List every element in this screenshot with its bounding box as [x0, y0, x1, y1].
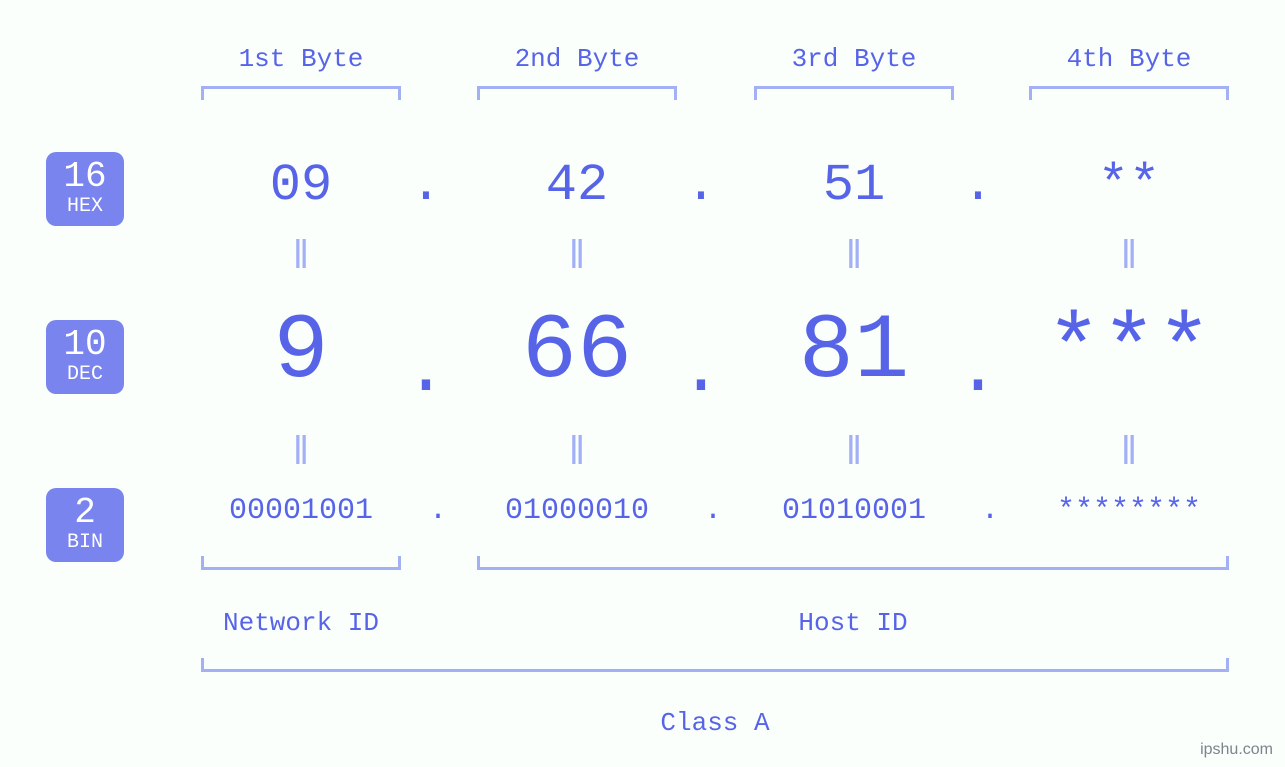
label-network-id: Network ID: [201, 608, 401, 638]
dec-byte-3: 81: [734, 306, 974, 398]
bracket-byte-1: [201, 86, 401, 100]
byte-header-4: 4th Byte: [1029, 44, 1229, 74]
bin-byte-1: 00001001: [171, 494, 431, 528]
dec-byte-2: 66: [457, 306, 697, 398]
equals-2-4: ǁ: [1114, 432, 1144, 477]
equals-2-3: ǁ: [839, 432, 869, 477]
equals-1-1: ǁ: [286, 236, 316, 281]
byte-header-2: 2nd Byte: [477, 44, 677, 74]
bin-byte-2: 01000010: [447, 494, 707, 528]
bracket-byte-4: [1029, 86, 1229, 100]
bracket-host-id: [477, 556, 1229, 570]
dec-byte-1: 9: [181, 306, 421, 398]
hex-byte-4: **: [1029, 156, 1229, 215]
hex-dot-2: .: [686, 156, 716, 215]
base-badge-bin: 2 BIN: [46, 488, 124, 562]
bin-byte-4: ********: [999, 494, 1259, 528]
dec-dot-2: .: [678, 330, 724, 412]
hex-dot-3: .: [963, 156, 993, 215]
base-label-hex: HEX: [67, 195, 103, 219]
bracket-byte-2: [477, 86, 677, 100]
byte-header-3: 3rd Byte: [754, 44, 954, 74]
bracket-network-id: [201, 556, 401, 570]
base-num-hex: 16: [63, 159, 106, 195]
dec-dot-3: .: [955, 330, 1001, 412]
hex-byte-1: 09: [201, 156, 401, 215]
bin-byte-3: 01010001: [724, 494, 984, 528]
equals-1-3: ǁ: [839, 236, 869, 281]
base-label-bin: BIN: [67, 531, 103, 555]
label-host-id: Host ID: [477, 608, 1229, 638]
dec-byte-4: ***: [1009, 306, 1249, 398]
bracket-byte-3: [754, 86, 954, 100]
base-badge-dec: 10 DEC: [46, 320, 124, 394]
base-badge-hex: 16 HEX: [46, 152, 124, 226]
dec-dot-1: .: [403, 330, 449, 412]
bin-dot-2: .: [701, 494, 725, 528]
equals-2-1: ǁ: [286, 432, 316, 477]
base-label-dec: DEC: [67, 363, 103, 387]
watermark: ipshu.com: [1200, 741, 1273, 759]
label-class: Class A: [201, 708, 1229, 738]
hex-dot-1: .: [411, 156, 441, 215]
base-num-bin: 2: [74, 495, 96, 531]
bracket-class: [201, 658, 1229, 672]
equals-1-2: ǁ: [562, 236, 592, 281]
equals-1-4: ǁ: [1114, 236, 1144, 281]
byte-header-1: 1st Byte: [201, 44, 401, 74]
base-num-dec: 10: [63, 327, 106, 363]
hex-byte-3: 51: [754, 156, 954, 215]
hex-byte-2: 42: [477, 156, 677, 215]
equals-2-2: ǁ: [562, 432, 592, 477]
